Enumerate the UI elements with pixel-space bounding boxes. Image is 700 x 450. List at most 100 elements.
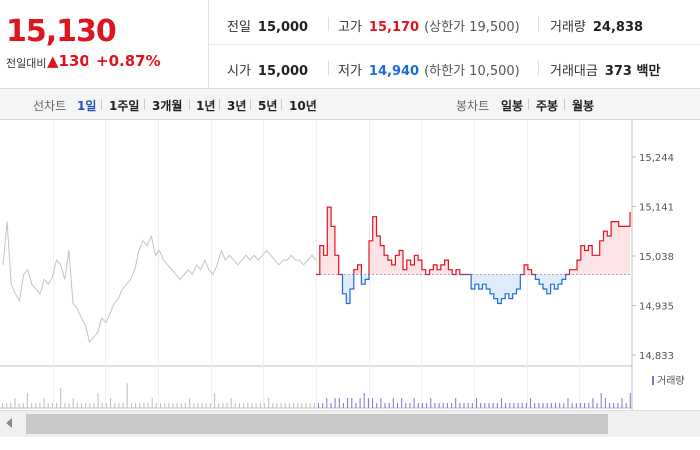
volume-bar [567,398,569,408]
volume-bar [392,398,394,408]
volume-bar [326,398,328,408]
volume-bar [118,403,120,408]
volume-bar [155,403,157,408]
divider [209,44,700,45]
volume-bar [31,403,33,408]
volume-bar [621,398,623,408]
day-low: 저가 14,940 (하한가 10,500) [338,60,520,79]
price-chart: 15,244 15,141 15,038 14,935 14,833 [0,120,674,410]
volume-bar [164,403,166,408]
volume-bar [376,403,378,408]
volume-bar [10,403,12,408]
volume-bar [2,403,3,408]
prev-close: 전일 15,000 [227,16,308,35]
divider [219,99,220,110]
volume-bar [126,383,128,408]
candle-daily[interactable]: 일봉 [501,99,524,113]
volume-bar [542,403,544,408]
change-amount: ▲130 [47,52,90,70]
volume-label: 거래량 [550,20,586,35]
volume-bar [579,403,581,408]
volume-bar [359,398,361,408]
volume-bar [259,403,261,408]
volume-bar [530,398,532,408]
volume-bar [613,403,615,408]
volume-bar [197,403,199,408]
volume-bar [609,403,611,408]
period-1week[interactable]: 1주일 [109,99,140,113]
volume-bar [521,403,523,408]
line-chart-label: 선차트 [33,99,67,113]
volume-bar [222,403,224,408]
volume-bar [571,403,573,408]
divider [250,99,251,110]
volume-bar [363,393,365,408]
volume-bar [426,403,428,408]
period-10years[interactable]: 10년 [289,99,317,113]
volume-bar [471,403,473,408]
candle-chart-label: 봉차트 [456,99,490,113]
volume-bar [309,403,311,408]
scroll-thumb[interactable] [26,414,608,434]
volume-bar [247,403,249,408]
scroll-left-arrow-icon[interactable] [6,418,12,428]
high-label: 고가 [338,20,362,35]
volume-bar [60,388,62,408]
divider [538,17,539,31]
period-3months[interactable]: 3개월 [152,99,183,113]
volume-bar [617,403,619,408]
trade-value: 거래대금 373 백만 [550,60,660,79]
volume-bar [430,398,432,408]
volume-bar [284,403,286,408]
open-price: 시가 15,000 [227,60,308,79]
open-value: 15,000 [257,64,309,79]
divider [328,61,329,75]
volume-bar [588,403,590,408]
chart-scrollbar[interactable] [0,410,700,437]
volume-bar [89,403,91,408]
volume-bar [305,403,307,408]
volume-bar [625,403,627,408]
volume-bar [268,398,270,408]
volume-bar [372,398,374,408]
volume-bar [147,403,149,408]
volume-bar [484,403,486,408]
volume-bar [401,398,403,408]
period-1year[interactable]: 1년 [196,99,216,113]
volume-bar [64,403,66,408]
volume-bar [168,403,170,408]
volume-bar [280,403,282,408]
volume-bar [330,403,332,408]
volume-bar [172,403,174,408]
volume-bar [434,403,436,408]
period-toolbar: 선차트 1일 1주일 3개월 1년 3년 5년 10년 봉차트 일봉 주봉 월봉 [0,89,700,120]
volume-bar [367,398,369,408]
volume-bar [413,398,415,408]
volume-bar [476,398,477,408]
period-5years[interactable]: 5년 [258,99,278,113]
volume-bar [592,398,594,408]
period-1day[interactable]: 1일 [77,99,97,113]
high-value: 15,170 [368,20,420,35]
volume-bar [442,403,444,408]
volume-bar [301,403,303,408]
volume-bar [226,403,228,408]
low-label: 저가 [338,64,362,79]
lower-limit: (하한가 10,500) [424,64,520,79]
volume-bar [534,403,536,408]
divider [538,61,539,75]
candle-weekly[interactable]: 주봉 [536,99,559,113]
volume-bar [525,403,527,408]
period-3years[interactable]: 3년 [227,99,247,113]
volume-bar [239,403,240,408]
volume-bar [110,398,112,408]
stock-summary: 15,130 전일대비 ▲130 +0.87% 전일 15,000 고가 15,17… [0,0,700,89]
open-label: 시가 [227,64,251,79]
volume-bar [338,398,340,408]
prev-close-value: 15,000 [257,20,309,35]
candle-monthly[interactable]: 월봉 [572,99,595,113]
volume-bar [438,403,440,408]
volume-bar [230,398,232,408]
volume-bar [72,398,74,408]
price-box: 15,130 전일대비 ▲130 +0.87% [0,0,209,88]
